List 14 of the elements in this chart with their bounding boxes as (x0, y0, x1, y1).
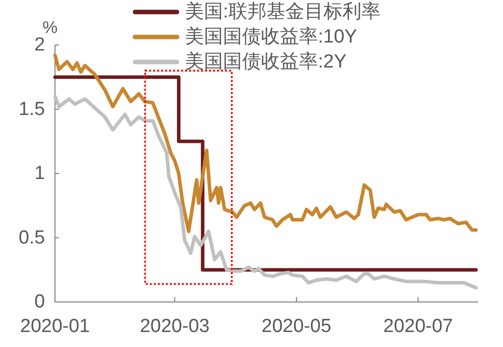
y-tick-label: 0.5 (18, 227, 45, 248)
x-tick-label: 2020-01 (20, 316, 90, 337)
x-tick-label: 2020-03 (140, 316, 210, 337)
x-tick-label: 2020-05 (262, 316, 332, 337)
y-axis-title: % (42, 18, 58, 37)
line-series (53, 94, 478, 290)
x-tick-label: 2020-07 (383, 316, 454, 337)
legend-label: 美国国债收益率:10Y (185, 26, 358, 48)
y-tick-label: 1.5 (18, 98, 45, 120)
legend-label: 美国国债收益率:2Y (185, 50, 347, 72)
y-tick-label: 0 (34, 292, 45, 312)
y-tick-label: 1 (34, 163, 45, 184)
y-tick-label: 2 (34, 34, 45, 56)
legend-label: 美国:联邦基金目标利率 (185, 0, 380, 22)
